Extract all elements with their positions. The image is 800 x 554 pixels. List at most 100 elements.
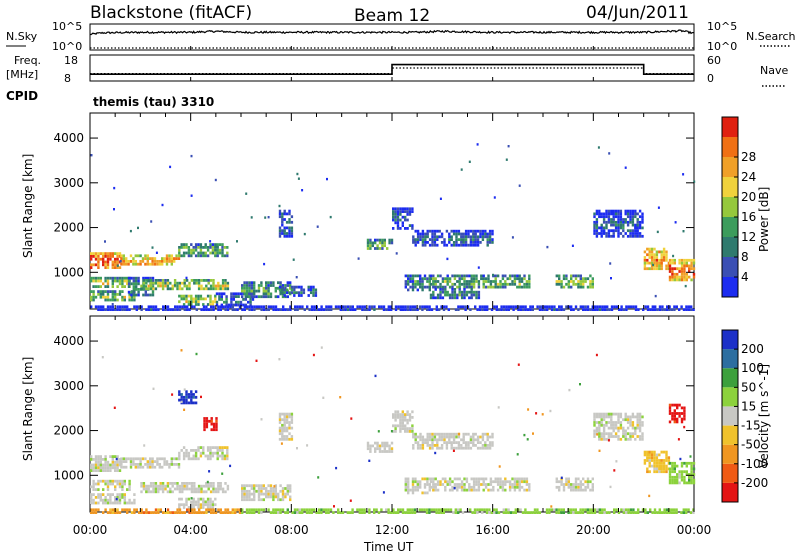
echo-cell — [482, 483, 485, 486]
echo-cell — [469, 238, 473, 241]
echo-cell — [491, 444, 494, 447]
echo-cell — [582, 282, 585, 286]
echo-cell — [289, 489, 292, 493]
echo-cell — [381, 441, 384, 445]
echo-cell — [643, 258, 647, 262]
echo-cell — [433, 444, 437, 447]
echo-cell — [479, 441, 482, 444]
echo-cell — [221, 279, 225, 282]
echo-cell — [99, 469, 102, 472]
velocity-cbar-label: Velocity [m s^-1] — [757, 364, 771, 468]
echo-cell — [166, 281, 170, 285]
echo-cell — [210, 508, 213, 512]
echo-cell — [680, 417, 684, 421]
echo-cell — [123, 482, 126, 486]
echo-cell — [258, 305, 261, 309]
echo-cell — [602, 423, 606, 427]
echo-cell — [688, 270, 691, 273]
echo-cell — [598, 209, 601, 213]
echo-cell — [248, 511, 251, 514]
echo-cell — [278, 234, 282, 238]
echo-cell — [685, 261, 688, 265]
echo-cell — [109, 298, 112, 302]
echo-cell — [125, 257, 128, 260]
echo-cell — [445, 508, 448, 512]
echo-cell — [622, 234, 625, 238]
echo-cell — [129, 229, 132, 233]
echo-cell — [174, 308, 177, 311]
echo-cell — [151, 460, 154, 463]
echo-cell — [610, 432, 613, 436]
echo-cell — [99, 460, 102, 464]
echo-cell — [586, 285, 590, 289]
echo-cell — [161, 203, 164, 207]
nave-tick-lo: 0 — [707, 72, 714, 85]
echo-cell — [660, 256, 663, 259]
echo-cell — [493, 511, 496, 514]
echo-cell — [460, 274, 464, 278]
echo-cell — [574, 511, 577, 514]
echo-cell — [475, 477, 478, 481]
colorbar-tick-label: 50 — [741, 380, 756, 394]
echo-cell — [589, 274, 592, 278]
echo-cell — [668, 406, 672, 410]
echo-cell — [253, 292, 256, 296]
echo-cell — [169, 308, 172, 311]
echo-cell — [486, 308, 489, 311]
echo-cell — [627, 511, 630, 514]
echo-cell — [278, 421, 282, 424]
echo-cell — [692, 481, 696, 485]
echo-cell — [676, 272, 679, 276]
echo-cell — [431, 446, 434, 450]
echo-cell — [216, 254, 219, 258]
echo-cell — [593, 432, 596, 436]
echo-cell — [92, 295, 95, 299]
echo-cell — [455, 446, 458, 450]
echo-cell — [207, 279, 210, 282]
echo-cell — [424, 232, 427, 236]
echo-cell — [577, 485, 580, 489]
echo-cell — [406, 508, 409, 512]
echo-cell — [432, 296, 435, 300]
echo-cell — [673, 409, 676, 413]
echo-cell — [285, 412, 289, 416]
echo-cell — [655, 453, 659, 457]
echo-cell — [404, 427, 407, 430]
colorbar-swatch — [722, 137, 738, 157]
echo-cell — [416, 241, 420, 244]
echo-cell — [577, 280, 580, 283]
echo-cell — [399, 508, 402, 512]
echo-cell — [678, 470, 681, 474]
echo-cell — [660, 261, 663, 265]
echo-cell — [482, 477, 485, 481]
echo-cell — [550, 308, 554, 311]
echo-cell — [520, 480, 524, 484]
echo-cell — [235, 292, 238, 296]
echo-cell — [262, 492, 265, 496]
echo-cell — [161, 262, 164, 266]
echo-cell — [97, 508, 100, 512]
echo-cell — [663, 308, 666, 311]
echo-cell — [320, 346, 323, 349]
echo-cell — [625, 508, 628, 512]
echo-cell — [562, 485, 566, 489]
echo-cell — [244, 298, 247, 301]
echo-cell — [472, 485, 476, 489]
echo-cell — [634, 437, 637, 441]
echo-cell — [217, 490, 220, 494]
echo-cell — [214, 297, 217, 301]
echo-cell — [457, 441, 461, 444]
echo-cell — [487, 483, 490, 486]
echo-cell — [631, 234, 635, 238]
echo-cell — [307, 285, 310, 289]
echo-cell — [404, 308, 407, 311]
echo-cell — [185, 243, 188, 246]
echo-cell — [144, 463, 147, 466]
echo-cell — [632, 511, 635, 514]
echo-cell — [487, 280, 490, 283]
echo-band — [178, 294, 217, 306]
echo-cell — [622, 229, 625, 233]
echo-cell — [555, 485, 558, 489]
echo-cell — [185, 451, 188, 455]
echo-cell — [123, 308, 126, 311]
